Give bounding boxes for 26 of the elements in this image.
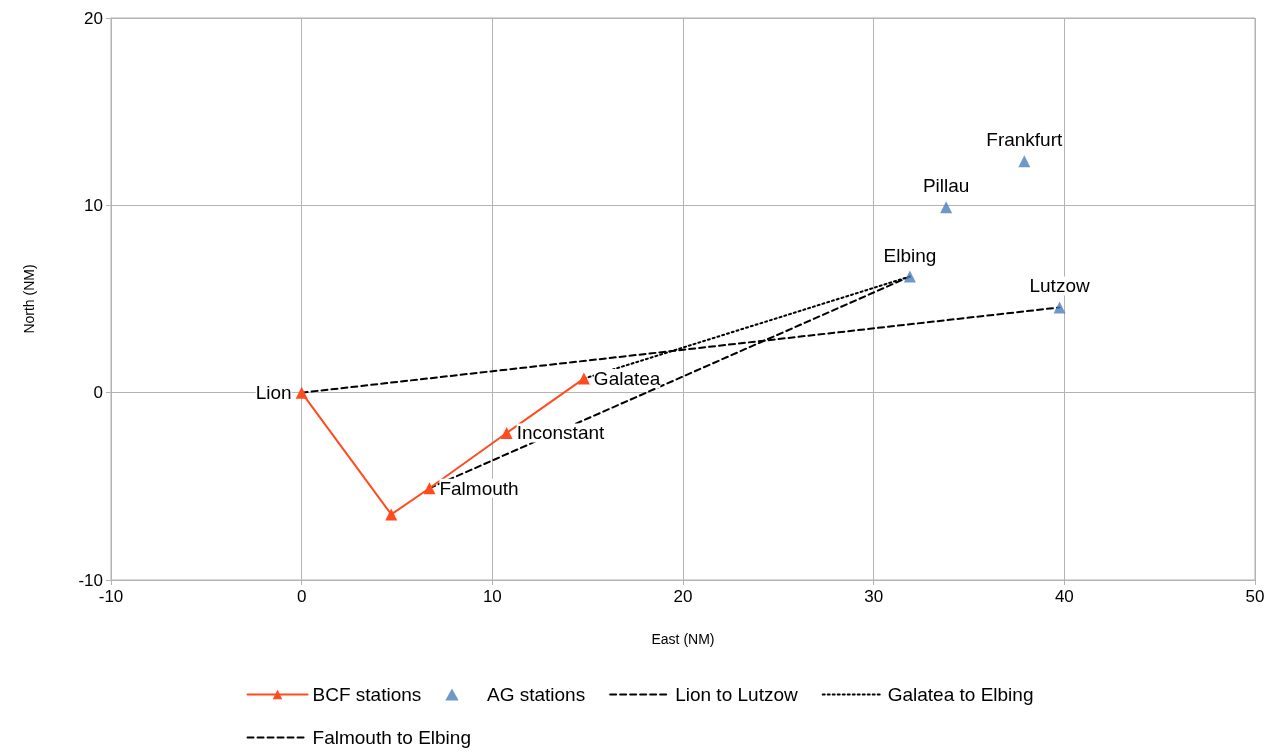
x-tick-label: 10 xyxy=(482,587,502,606)
x-tick-label: -10 xyxy=(98,587,124,606)
legend-label: AG stations xyxy=(486,684,586,705)
annotation: Lion xyxy=(255,382,292,404)
legend-label: Lion to Lutzow xyxy=(675,684,798,705)
y-tick-label: 0 xyxy=(93,383,103,403)
annotation: Frankfurt xyxy=(986,129,1064,151)
x-axis-title: East (NM) xyxy=(651,631,715,647)
y-axis-title: North (NM) xyxy=(21,264,37,334)
x-tick-label: 30 xyxy=(864,587,884,606)
legend-label: Galatea to Elbing xyxy=(887,684,1034,705)
x-tick-label: 0 xyxy=(296,587,307,606)
x-tick-label: 40 xyxy=(1054,587,1074,606)
annotation: Falmouth xyxy=(439,477,519,499)
annotation: Elbing xyxy=(883,244,937,266)
x-tick-label: 20 xyxy=(673,587,693,606)
annotation: Lutzow xyxy=(1029,275,1090,297)
y-tick-label: -10 xyxy=(78,570,103,590)
y-tick-label: 20 xyxy=(84,8,103,28)
annotation: Galatea xyxy=(593,368,661,390)
annotation: Inconstant xyxy=(516,422,606,444)
annotation: Pillau xyxy=(922,175,970,197)
legend-label: Falmouth to Elbing xyxy=(312,727,471,748)
y-tick-label: 10 xyxy=(84,195,103,215)
x-tick-label: 50 xyxy=(1245,587,1265,606)
legend-label: BCF stations xyxy=(312,684,422,705)
